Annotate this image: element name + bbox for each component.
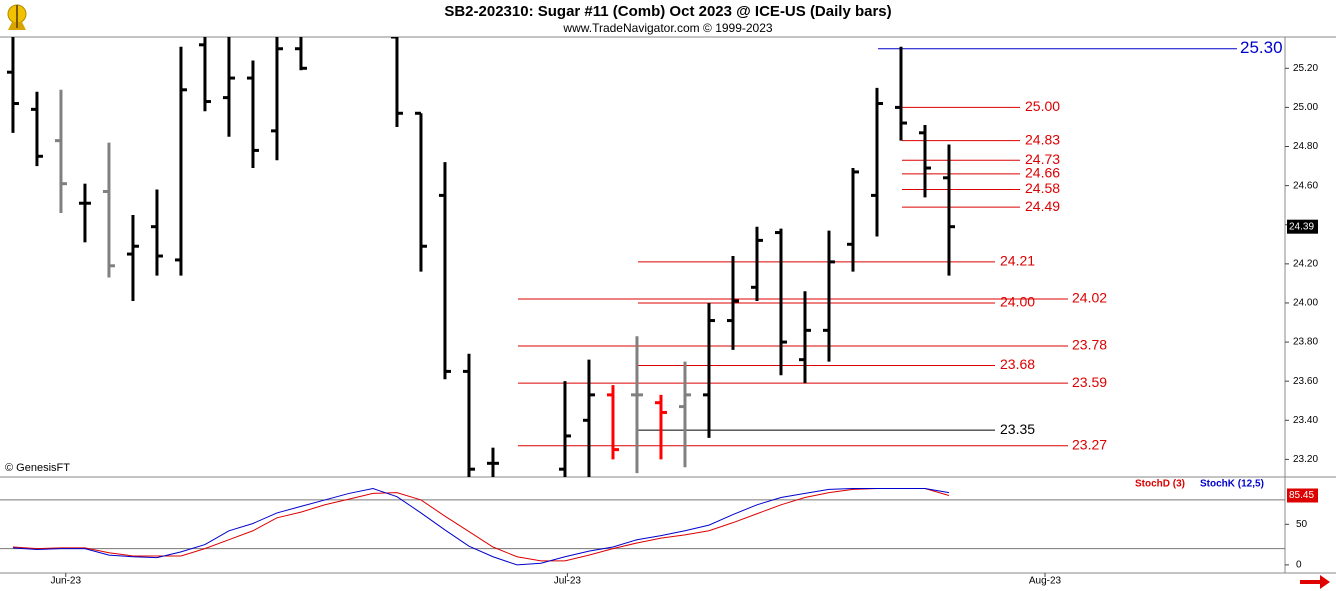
level-label: 24.83	[1025, 131, 1060, 147]
level-label: 23.59	[1072, 374, 1107, 390]
credit: © GenesisFT	[5, 462, 70, 474]
level-label: 24.58	[1025, 180, 1060, 196]
last-price-box	[1287, 219, 1318, 234]
y-tick-label: 24.00	[1293, 298, 1318, 309]
level-label: 24.00	[1000, 294, 1035, 310]
stoch-panel	[0, 488, 1285, 566]
last-price-label: 24.39	[1289, 221, 1314, 232]
level-label: 23.27	[1072, 436, 1107, 452]
level-label: 25.30	[1240, 38, 1283, 57]
scroll-arrow[interactable]	[1300, 575, 1330, 589]
logo	[7, 4, 27, 30]
chart-subtitle: www.TradeNavigator.com © 1999-2023	[562, 21, 772, 35]
x-tick-label: Jul-23	[554, 576, 582, 587]
y-tick-label: 25.20	[1293, 63, 1318, 74]
level-label: 24.73	[1025, 151, 1060, 167]
x-tick-label: Aug-23	[1029, 576, 1062, 587]
level-label: 24.02	[1072, 290, 1107, 306]
y-tick-label: 24.80	[1293, 141, 1318, 152]
y-tick-label: 23.40	[1293, 415, 1318, 426]
y-tick-label: 0	[1296, 560, 1302, 571]
level-label: 24.49	[1025, 198, 1060, 214]
y-tick-label: 23.80	[1293, 337, 1318, 348]
x-tick-label: Jun-23	[50, 576, 81, 587]
last-value-label: 85.45	[1289, 490, 1314, 501]
stoch-line	[12, 488, 950, 562]
stoch-line	[12, 488, 950, 566]
axes: 23.2023.4023.6023.8024.0024.2024.4024.60…	[50, 38, 1318, 586]
y-tick-label: 23.60	[1293, 376, 1318, 387]
legend-entry: StochD (3)	[1135, 479, 1185, 490]
level-label: 23.78	[1072, 337, 1107, 353]
last-value-box	[1287, 488, 1318, 503]
level-label: 24.66	[1025, 165, 1060, 181]
level-label: 24.21	[1000, 253, 1035, 269]
y-tick-label: 24.60	[1293, 180, 1318, 191]
chart-title: SB2-202310: Sugar #11 (Comb) Oct 2023 @ …	[444, 3, 891, 20]
level-label: 23.68	[1000, 356, 1035, 372]
level-label: 25.00	[1025, 98, 1060, 114]
level-label: 23.35	[1000, 421, 1035, 437]
y-tick-label: 24.20	[1293, 258, 1318, 269]
legend-entry: StochK (12,5)	[1200, 479, 1264, 490]
y-tick-label: 23.20	[1293, 454, 1318, 465]
price-panel	[6, 37, 1237, 477]
y-tick-label: 50	[1296, 519, 1308, 530]
y-tick-label: 25.00	[1293, 102, 1318, 113]
